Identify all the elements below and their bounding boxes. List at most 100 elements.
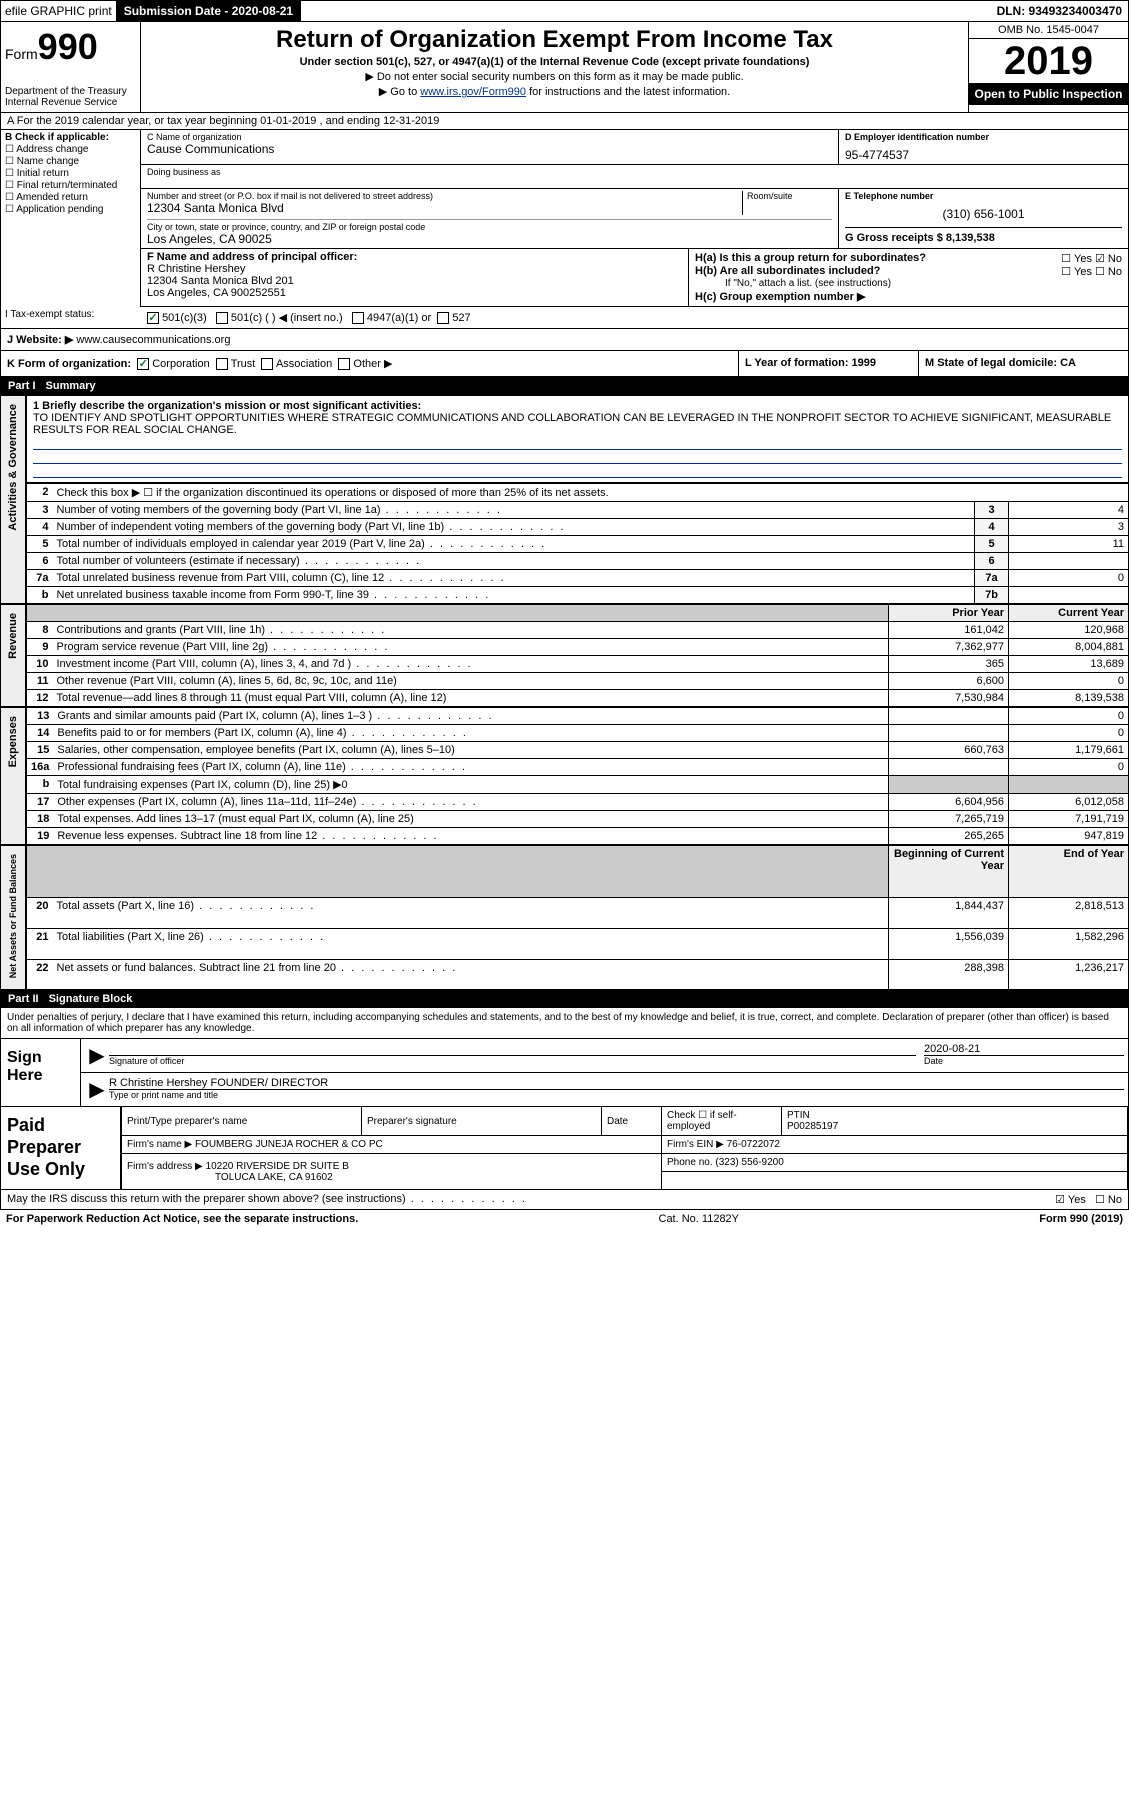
k-label: K Form of organization: [7, 358, 131, 370]
firm-addr-label: Firm's address ▶ [127, 1161, 203, 1172]
line-16b: bTotal fundraising expenses (Part IX, co… [27, 776, 1129, 794]
line-10-desc: Investment income (Part VIII, column (A)… [53, 656, 889, 673]
line-18-prior: 7,265,719 [889, 811, 1009, 828]
line-4-box: 4 [975, 519, 1009, 536]
irs-link[interactable]: www.irs.gov/Form990 [420, 86, 526, 98]
ein-cell: D Employer identification number 95-4774… [838, 130, 1128, 164]
hb-note: If "No," attach a list. (see instruction… [695, 278, 1122, 289]
org-name: Cause Communications [147, 142, 832, 156]
mission-rule-3 [33, 464, 1122, 478]
chk-address-change[interactable]: ☐ Address change [5, 144, 136, 155]
website-cell: J Website: ▶ www.causecommunications.org [1, 329, 1128, 350]
form-label: Form [5, 46, 38, 62]
chk-527[interactable] [437, 312, 449, 324]
submission-date-button[interactable]: Submission Date - 2020-08-21 [116, 1, 301, 21]
part-1-header: Part I Summary [0, 377, 1129, 395]
line-14-prior [889, 725, 1009, 742]
firm-phone-cell: Phone no. (323) 556-9200 [662, 1154, 1128, 1172]
line-9-desc: Program service revenue (Part VIII, line… [53, 639, 889, 656]
col-current: Current Year [1009, 605, 1129, 622]
irs-discuss-answers: ☑ Yes ☐ No [1055, 1193, 1122, 1206]
line-13-prior [889, 708, 1009, 725]
sig-officer-field[interactable] [109, 1043, 916, 1056]
line-16b-prior [889, 776, 1009, 794]
f-label: F Name and address of principal officer: [147, 251, 682, 263]
header-right: OMB No. 1545-0047 2019 Open to Public In… [968, 22, 1128, 112]
line-5: 5Total number of individuals employed in… [27, 536, 1129, 553]
phone-label: Phone no. [667, 1157, 713, 1168]
chk-other[interactable] [338, 358, 350, 370]
line-4-val: 3 [1009, 519, 1129, 536]
part-1-label: Part I [8, 380, 36, 392]
chk-name-change[interactable]: ☐ Name change [5, 156, 136, 167]
prep-name-hdr: Print/Type preparer's name [122, 1107, 362, 1136]
opt-4947: 4947(a)(1) or [367, 312, 431, 324]
line-20-prior: 1,844,437 [889, 898, 1009, 929]
line-7a-val: 0 [1009, 570, 1129, 587]
hb-yes[interactable]: ☐ Yes [1061, 266, 1092, 278]
chk-association[interactable] [261, 358, 273, 370]
chk-final-return[interactable]: ☐ Final return/terminated [5, 180, 136, 191]
line-18: 18Total expenses. Add lines 13–17 (must … [27, 811, 1129, 828]
discuss-no[interactable]: ☐ No [1095, 1194, 1122, 1206]
website-value[interactable]: www.causecommunications.org [76, 334, 230, 346]
side-ag-text: Activities & Governance [7, 396, 19, 539]
side-rev-text: Revenue [7, 605, 19, 667]
side-activities-governance: Activities & Governance [0, 395, 26, 604]
line-16b-curr [1009, 776, 1129, 794]
chk-501c[interactable] [216, 312, 228, 324]
hb-label: H(b) Are all subordinates included? [695, 265, 880, 277]
name-block: C Name of organization Cause Communicati… [141, 130, 1128, 165]
col-prior: Prior Year [889, 605, 1009, 622]
line-3-box: 3 [975, 502, 1009, 519]
line-13: 13Grants and similar amounts paid (Part … [27, 708, 1129, 725]
hb-no[interactable]: ☐ No [1095, 266, 1122, 278]
ha-yes[interactable]: ☐ Yes [1061, 253, 1092, 265]
efile-label: efile GRAPHIC print [1, 2, 116, 20]
line-5-desc: Total number of individuals employed in … [53, 536, 975, 553]
line-14-curr: 0 [1009, 725, 1129, 742]
line-22-curr: 1,236,217 [1009, 959, 1129, 990]
line-12-curr: 8,139,538 [1009, 690, 1129, 707]
chk-application-pending[interactable]: ☐ Application pending [5, 204, 136, 215]
chk-corporation[interactable] [137, 358, 149, 370]
summary-wrap: Activities & Governance 1 Briefly descri… [0, 395, 1129, 604]
line-11-curr: 0 [1009, 673, 1129, 690]
opt-501c3: 501(c)(3) [162, 312, 207, 324]
line-5-box: 5 [975, 536, 1009, 553]
irs-discuss-row: May the IRS discuss this return with the… [0, 1190, 1129, 1210]
firm-name-label: Firm's name ▶ [127, 1139, 192, 1150]
chk-initial-return[interactable]: ☐ Initial return [5, 168, 136, 179]
line-12-prior: 7,530,984 [889, 690, 1009, 707]
prep-row-3: Firm's address ▶ 10220 RIVERSIDE DR SUIT… [122, 1154, 1128, 1172]
officer-name: R Christine Hershey [147, 263, 682, 275]
chk-trust[interactable] [216, 358, 228, 370]
ha-no[interactable]: ☑ No [1095, 253, 1122, 265]
discuss-yes[interactable]: ☑ Yes [1055, 1194, 1086, 1206]
col-b-header: B Check if applicable: [5, 132, 136, 143]
line-11-prior: 6,600 [889, 673, 1009, 690]
i-label-cell: I Tax-exempt status: [1, 307, 141, 328]
prep-selfemp[interactable]: Check ☐ if self-employed [662, 1107, 782, 1136]
name-title-label: Type or print name and title [109, 1090, 1124, 1100]
chk-amended-return[interactable]: ☐ Amended return [5, 192, 136, 203]
officer-right: H(a) Is this a group return for subordin… [688, 249, 1128, 306]
form-org-row: K Form of organization: Corporation Trus… [0, 351, 1129, 377]
firm-addr-cell: Firm's address ▶ 10220 RIVERSIDE DR SUIT… [122, 1154, 662, 1190]
line-19: 19Revenue less expenses. Subtract line 1… [27, 828, 1129, 845]
chk-4947[interactable] [352, 312, 364, 324]
sign-row-1: ▶ Signature of officer 2020-08-21 Date [81, 1039, 1128, 1073]
line-18-curr: 7,191,719 [1009, 811, 1129, 828]
side-revenue: Revenue [0, 604, 26, 707]
ha-label: H(a) Is this a group return for subordin… [695, 252, 926, 264]
line-6-desc: Total number of volunteers (estimate if … [53, 553, 975, 570]
form-header: Form990 Department of the Treasury Inter… [0, 22, 1129, 113]
line-10-prior: 365 [889, 656, 1009, 673]
chk-501c3[interactable] [147, 312, 159, 324]
line-5-val: 11 [1009, 536, 1129, 553]
firm-name-cell: Firm's name ▶ FOUMBERG JUNEJA ROCHER & C… [122, 1136, 662, 1154]
opt-501c: 501(c) ( ) ◀ (insert no.) [231, 312, 343, 324]
line-a-period: A For the 2019 calendar year, or tax yea… [0, 113, 1129, 130]
form-num-990: 990 [38, 26, 98, 67]
ha-line: H(a) Is this a group return for subordin… [695, 252, 1122, 264]
